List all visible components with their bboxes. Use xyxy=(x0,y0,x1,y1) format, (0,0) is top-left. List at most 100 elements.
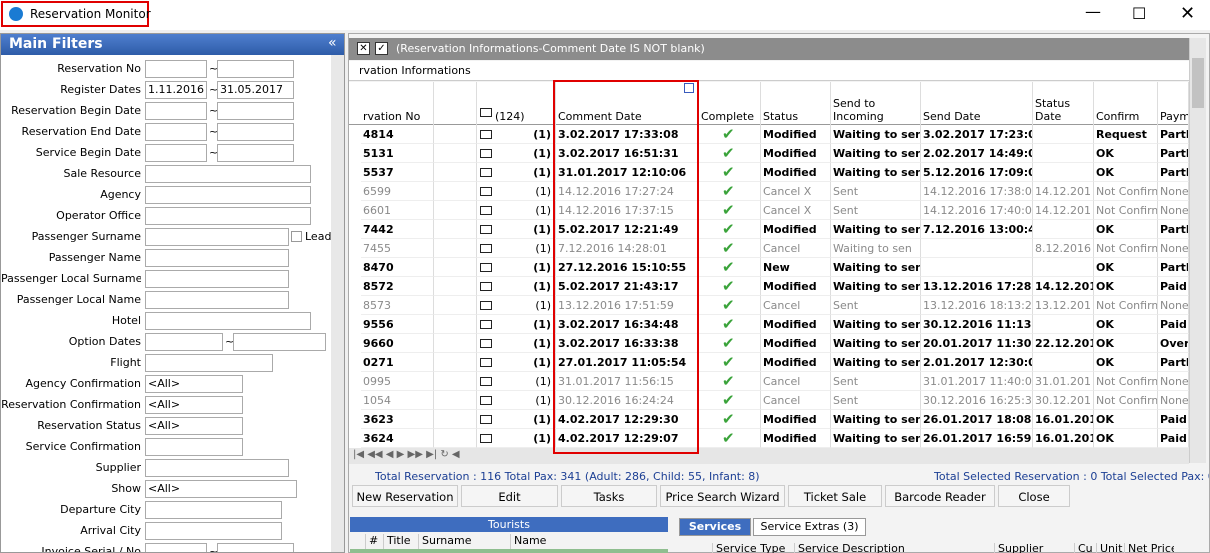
filter-input-to[interactable] xyxy=(233,333,326,351)
grid-row[interactable]: 9660 (1) 3.02.2017 16:33:38 ✔ Modified Waitin… xyxy=(349,334,1189,353)
column-header[interactable]: rvation No xyxy=(361,82,434,125)
filter-input-to[interactable] xyxy=(217,60,294,78)
filter-input[interactable]: <All> xyxy=(145,417,243,435)
filter-input-to[interactable] xyxy=(217,102,294,120)
toolbar-button[interactable]: Price Search Wizard xyxy=(660,485,785,507)
grid-row[interactable]: 6601 (1) 14.12.2016 17:37:15 ✔ Cancel X Sent 1… xyxy=(349,201,1189,220)
minimize-button[interactable]: — xyxy=(1085,2,1101,21)
filter-input-from[interactable] xyxy=(145,333,223,351)
grid-row[interactable]: 3624 (1) 4.02.2017 12:29:07 ✔ Modified Waitin… xyxy=(349,429,1189,448)
toolbar-button[interactable]: Close xyxy=(998,485,1070,507)
close-window-button[interactable]: ✕ xyxy=(1180,3,1196,24)
grid-row[interactable]: 6599 (1) 14.12.2016 17:27:24 ✔ Cancel X Sent 1… xyxy=(349,182,1189,201)
collapse-button[interactable]: « xyxy=(328,35,337,51)
filter-input[interactable] xyxy=(145,312,311,330)
grid-cell: 13.12.2016 17:28:0 xyxy=(921,277,1033,296)
tourist-column[interactable]: Surname xyxy=(418,534,471,553)
filter-input[interactable] xyxy=(145,228,289,246)
grid-row[interactable]: 8470 (1) 27.12.2016 15:10:55 ✔ New Waiting to… xyxy=(349,258,1189,277)
grid-row[interactable]: 4814 (1) 3.02.2017 17:33:08 ✔ Modified Waitin… xyxy=(349,125,1189,144)
toolbar-button[interactable]: New Reservation xyxy=(352,485,458,507)
service-column[interactable]: Unit xyxy=(1096,543,1124,553)
column-header[interactable]: Send to Incoming xyxy=(831,82,921,125)
filter-input-from[interactable]: 1.11.2016 xyxy=(145,81,207,99)
toolbar-button[interactable]: Edit xyxy=(461,485,558,507)
column-header[interactable] xyxy=(434,82,477,125)
filter-input[interactable]: <All> xyxy=(145,375,243,393)
filter-input-from[interactable] xyxy=(145,60,207,78)
filter-input[interactable] xyxy=(145,459,289,477)
service-tab[interactable]: Service Extras (3) xyxy=(753,518,866,536)
grid-cell: OK xyxy=(1094,353,1158,372)
filter-input[interactable] xyxy=(145,165,311,183)
service-tab[interactable]: Services xyxy=(679,518,751,536)
complete-check: ✔ xyxy=(722,163,735,181)
toolbar-button[interactable]: Barcode Reader xyxy=(885,485,995,507)
clear-filter[interactable]: ✕ xyxy=(357,42,370,55)
filter-input[interactable] xyxy=(145,249,289,267)
toolbar-button[interactable]: Tasks xyxy=(561,485,657,507)
tourist-column[interactable]: Title xyxy=(383,534,411,553)
grid-row[interactable]: 5537 (1) 31.01.2017 12:10:06 ✔ Modified Waiti… xyxy=(349,163,1189,182)
service-column[interactable]: Supplier xyxy=(994,543,1072,553)
grid-row[interactable]: 9556 (1) 3.02.2017 16:34:48 ✔ Modified Waitin… xyxy=(349,315,1189,334)
filter-input[interactable] xyxy=(145,438,243,456)
mail-header-icon xyxy=(480,108,492,117)
service-column[interactable]: Service Description xyxy=(794,543,992,553)
column-header[interactable]: Status Date xyxy=(1033,82,1094,125)
filter-input[interactable] xyxy=(145,186,311,204)
filter-input-to[interactable] xyxy=(217,144,294,162)
filter-input[interactable] xyxy=(145,501,282,519)
filter-input-to[interactable]: 31.05.2017 xyxy=(217,81,294,99)
complete-check: ✔ xyxy=(722,144,735,162)
grid-row[interactable]: 0995 (1) 31.01.2017 11:56:15 ✔ Cancel Sent 31.… xyxy=(349,372,1189,391)
filter-input-from[interactable] xyxy=(145,543,207,552)
complete-check: ✔ xyxy=(722,429,735,447)
grid-cell: Request xyxy=(1094,125,1158,144)
filter-input-from[interactable] xyxy=(145,123,207,141)
nav-buttons[interactable]: |◀ ◀◀ ◀ ▶ ▶▶ ▶| ↻ ◀ xyxy=(353,449,460,460)
tourist-column[interactable]: Name xyxy=(510,534,546,553)
grid-cell: Sent xyxy=(831,391,921,410)
complete-check: ✔ xyxy=(722,239,735,257)
filter-input-to[interactable] xyxy=(217,543,294,552)
filter-toggle[interactable]: ✓ xyxy=(375,42,388,55)
service-column[interactable]: Service Type xyxy=(712,543,792,553)
scroll-thumb[interactable] xyxy=(1192,58,1204,108)
column-header[interactable]: Status xyxy=(761,82,831,125)
filter-input-from[interactable] xyxy=(145,102,207,120)
grid-cell xyxy=(1033,258,1094,277)
filter-input[interactable]: <All> xyxy=(145,396,243,414)
lead-checkbox[interactable] xyxy=(291,231,302,242)
tourist-column[interactable]: # xyxy=(365,534,378,553)
column-header[interactable]: Confirm xyxy=(1094,82,1158,125)
grid-row[interactable]: 1054 (1) 30.12.2016 16:24:24 ✔ Cancel Sent 30.… xyxy=(349,391,1189,410)
column-header[interactable]: Paym xyxy=(1158,82,1189,125)
maximize-button[interactable]: ☐ xyxy=(1132,4,1147,23)
service-column[interactable]: Net Price xyxy=(1124,543,1174,553)
grid-row[interactable]: 8573 (1) 13.12.2016 17:51:59 ✔ Cancel Sent 13.… xyxy=(349,296,1189,315)
filter-input[interactable] xyxy=(145,291,289,309)
totals-bar: Total Reservation : 116 Total Pax: 341 (… xyxy=(349,467,1209,485)
filter-input[interactable] xyxy=(145,354,273,372)
column-filter-button[interactable] xyxy=(684,83,694,93)
filter-label: Arrival City xyxy=(80,524,141,537)
service-column[interactable]: Cu xyxy=(1074,543,1096,553)
column-header[interactable]: (124) xyxy=(477,82,556,125)
grid-row[interactable]: 3623 (1) 4.02.2017 12:29:30 ✔ Modified Waitin… xyxy=(349,410,1189,429)
filter-input[interactable] xyxy=(145,270,289,288)
column-header[interactable]: Send Date xyxy=(921,82,1033,125)
reservation-no: 6599 xyxy=(361,182,434,201)
filter-input-from[interactable] xyxy=(145,144,207,162)
grid-row[interactable]: 0271 (1) 27.01.2017 11:05:54 ✔ Modified Waiti… xyxy=(349,353,1189,372)
toolbar-button[interactable]: Ticket Sale xyxy=(788,485,882,507)
filter-input[interactable]: <All> xyxy=(145,480,297,498)
grid-row[interactable]: 5131 (1) 3.02.2017 16:51:31 ✔ Modified Waitin… xyxy=(349,144,1189,163)
grid-row[interactable]: 8572 (1) 5.02.2017 21:43:17 ✔ Modified Waitin… xyxy=(349,277,1189,296)
filter-input[interactable] xyxy=(145,522,282,540)
filter-input-to[interactable] xyxy=(217,123,294,141)
grid-row[interactable]: 7442 (1) 5.02.2017 12:21:49 ✔ Modified Waitin… xyxy=(349,220,1189,239)
grid-row[interactable]: 7455 (1) 7.12.2016 14:28:01 ✔ Cancel Waiting … xyxy=(349,239,1189,258)
filter-input[interactable] xyxy=(145,207,311,225)
column-header[interactable]: Complete xyxy=(699,82,761,125)
